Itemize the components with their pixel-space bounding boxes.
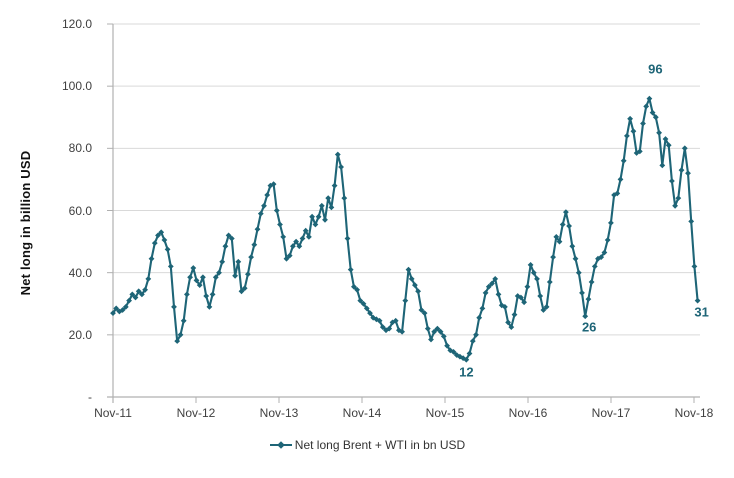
y-tick-label: 40.0 [68,265,92,280]
data-label-26: 26 [581,319,597,335]
y-axis-title: Net long in billion USD [18,150,33,296]
series-line [111,97,699,361]
x-tick-label: Nov-15 [425,406,465,420]
legend-label: Net long Brent + WTI in bn USD [294,438,466,452]
legend: Net long Brent + WTI in bn USD [0,435,734,455]
y-tick-label: 120.0 [61,17,92,31]
y-tick-label: 80.0 [68,141,92,156]
y-tick-label: 60.0 [68,203,92,218]
data-label-12: 12 [459,364,474,380]
data-label-96: 96 [648,61,663,77]
x-tick-label: Nov-18 [674,406,714,420]
x-tick-label: Nov-17 [591,406,631,420]
x-tick-label: Nov-12 [176,406,216,420]
y-tick-label: 20.0 [68,327,92,342]
y-tick-label: - [88,390,92,404]
x-tick-label: Nov-14 [342,406,382,420]
legend-line-marker-icon [269,441,292,449]
x-tick-label: Nov-13 [259,406,299,420]
data-label-31: 31 [694,304,709,320]
x-tick-label: Nov-16 [508,406,548,420]
series-markers [110,95,701,363]
x-tick-label: Nov-11 [94,406,132,420]
y-tick-label: 100.0 [61,79,92,94]
